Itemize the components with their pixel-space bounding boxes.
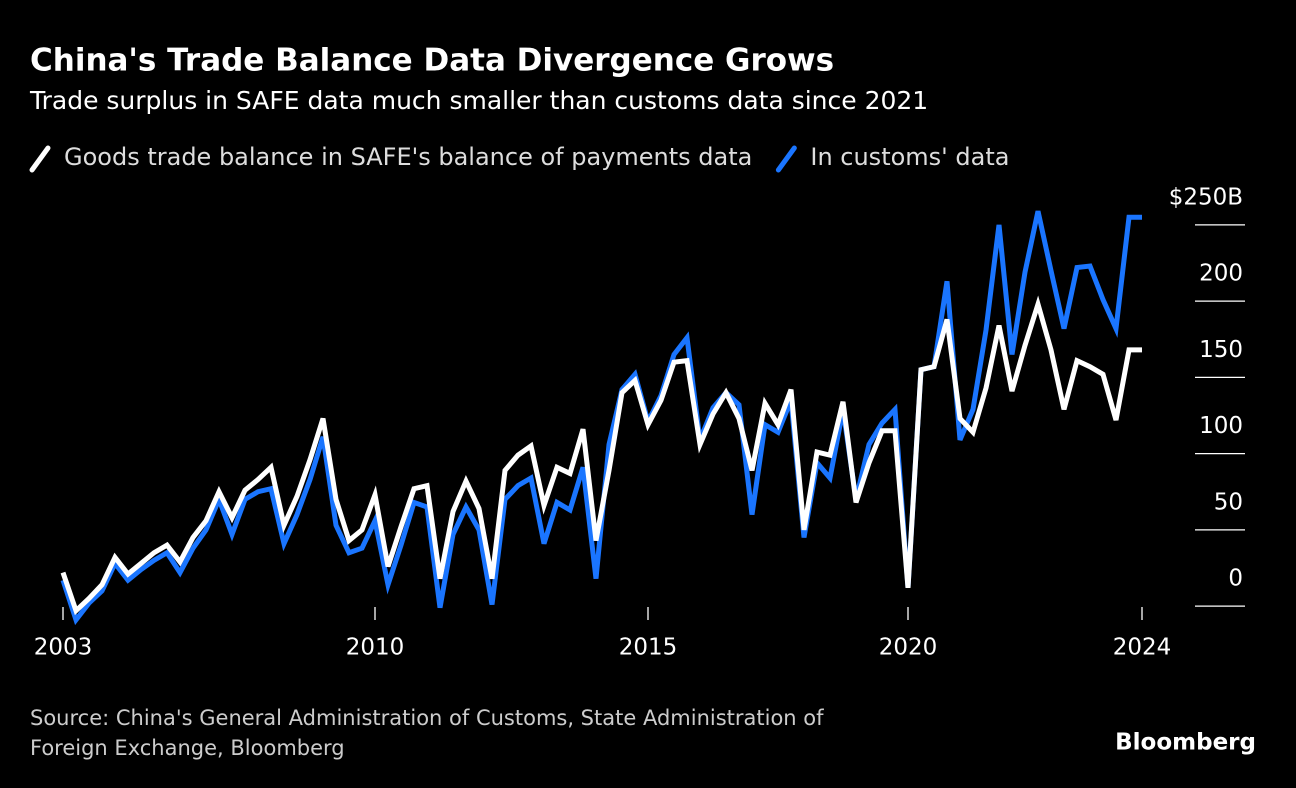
legend-marker: [29, 145, 51, 173]
legend-marker: [775, 145, 797, 173]
brand: Bloomberg: [1115, 730, 1256, 756]
y-tick-label: 50: [1214, 489, 1243, 515]
y-tick-label: 200: [1199, 261, 1243, 287]
x-tick-label: 2015: [619, 635, 678, 661]
chart-subtitle: Trade surplus in SAFE data much smaller …: [29, 86, 928, 115]
legend-label: Goods trade balance in SAFE's balance of…: [64, 143, 752, 171]
source: Foreign Exchange, Bloomberg: [30, 736, 345, 760]
y-tick-label: 150: [1199, 337, 1243, 363]
x-tick-label: 2024: [1113, 635, 1172, 661]
series-line: [60, 295, 1142, 616]
x-tick-label: 2010: [346, 635, 405, 661]
legend-label: In customs' data: [810, 143, 1009, 171]
x-tick-label: 2003: [34, 635, 93, 661]
chart-title: China's Trade Balance Data Divergence Gr…: [30, 43, 834, 79]
y-tick-label: 0: [1228, 566, 1243, 592]
y-tick-label: 100: [1199, 413, 1243, 439]
x-tick-label: 2020: [879, 635, 938, 661]
source: Source: China's General Administration o…: [30, 706, 824, 730]
y-tick-label: $250B: [1169, 184, 1243, 210]
